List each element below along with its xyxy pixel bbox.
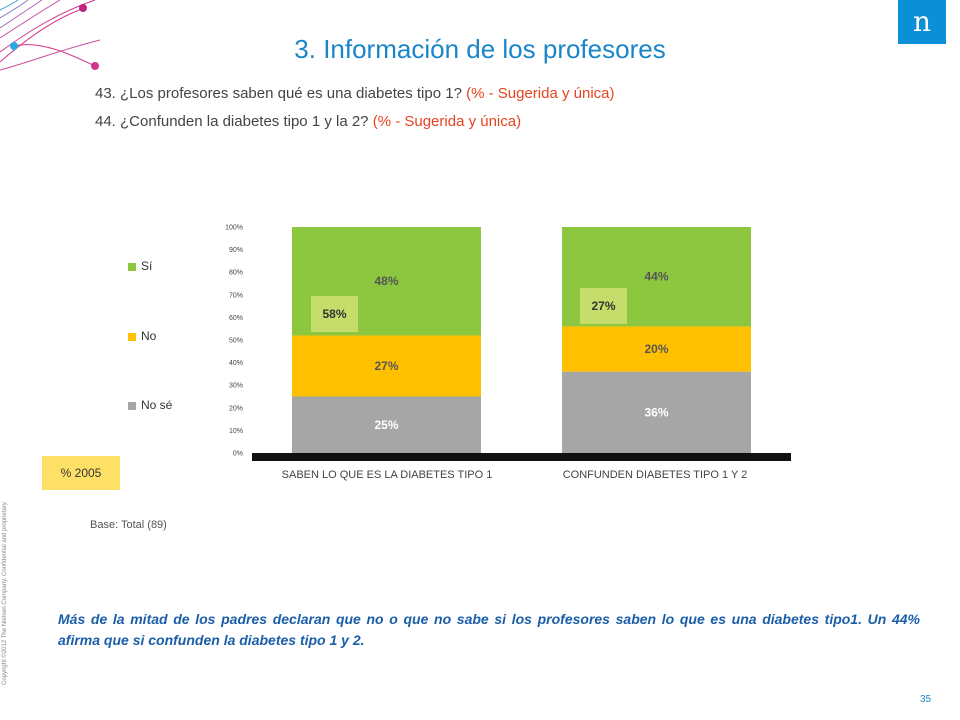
y-tick-label: 50%: [229, 338, 243, 345]
y-tick-label: 0%: [233, 451, 243, 458]
y-tick-label: 90%: [229, 247, 243, 254]
question-44-text: 44. ¿Confunden la diabetes tipo 1 y la 2…: [95, 113, 369, 130]
bar-value-label: 44%: [644, 270, 668, 284]
question-43-text: 43. ¿Los profesores saben qué es una dia…: [95, 85, 462, 102]
y-tick-label: 10%: [229, 428, 243, 435]
legend-swatch-si: [128, 262, 136, 271]
comparison-2005-label: 58%: [322, 307, 346, 321]
bar-value-label: 48%: [374, 274, 398, 288]
legend-item-no-se: No sé: [128, 398, 172, 412]
bar-value-label: 20%: [644, 342, 668, 356]
conclusion-text: Más de la mitad de los padres declaran q…: [58, 611, 920, 648]
question-43: 43. ¿Los profesores saben qué es una dia…: [95, 85, 615, 102]
decorative-lines: [0, 0, 101, 71]
question-43-qualifier: (% - Sugerida y única): [466, 85, 615, 102]
x-category-label: CONFUNDEN DIABETES TIPO 1 Y 2: [563, 469, 748, 481]
bar-value-label: 27%: [374, 359, 398, 373]
y-tick-label: 60%: [229, 315, 243, 322]
legend-label-no: No: [141, 329, 157, 343]
nielsen-logo: n: [898, 0, 946, 44]
bar-segment-no: [562, 326, 751, 372]
comparison-2005-box: [311, 296, 358, 332]
y-tick-label: 20%: [229, 405, 243, 412]
page-number: 35: [920, 694, 932, 705]
y-tick-label: 80%: [229, 270, 243, 277]
legend-item-no: No: [128, 329, 156, 343]
question-44: 44. ¿Confunden la diabetes tipo 1 y la 2…: [95, 113, 521, 130]
bar-value-label: 25%: [374, 418, 398, 432]
comparison-2005-box: [580, 288, 627, 324]
x-category-label: SABEN LO QUE ES LA DIABETES TIPO 1: [282, 469, 493, 481]
legend-swatch-no-se: [128, 401, 136, 410]
y-tick-label: 100%: [225, 225, 243, 232]
bar-segment-no: [292, 335, 481, 397]
legend-swatch-no: [128, 332, 136, 341]
bar-segment-no-se: [292, 396, 481, 453]
x-axis-base: [252, 453, 791, 461]
page-title: 3. Información de los profesores: [294, 34, 666, 64]
legend-label-no-se: No sé: [141, 398, 173, 412]
comparison-2005-label: 27%: [591, 299, 615, 313]
legend-label-si: Sí: [141, 259, 153, 273]
y-tick-label: 40%: [229, 360, 243, 367]
base-note: Base: Total (89): [90, 519, 167, 531]
question-44-qualifier: (% - Sugerida y única): [372, 113, 522, 130]
legend-item-si: Sí: [128, 259, 152, 273]
y-tick-label: 30%: [229, 383, 243, 390]
y-tick-label: 70%: [229, 292, 243, 299]
badge-2005: % 2005: [42, 456, 120, 490]
bar-value-label: 36%: [644, 405, 668, 419]
bar-segment-no-se: [562, 371, 751, 453]
